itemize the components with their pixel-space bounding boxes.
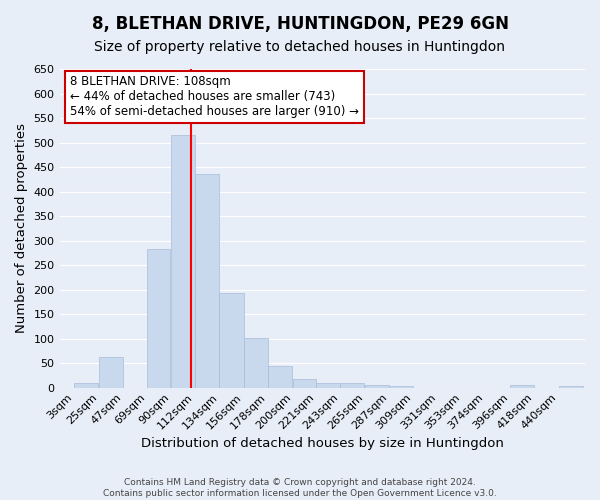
Bar <box>293 379 316 388</box>
Bar <box>195 174 219 388</box>
X-axis label: Distribution of detached houses by size in Huntingdon: Distribution of detached houses by size … <box>141 437 504 450</box>
Bar <box>99 356 123 388</box>
Bar <box>244 338 268 388</box>
Bar <box>316 382 340 388</box>
Bar <box>268 366 292 388</box>
Bar <box>74 382 98 388</box>
Bar <box>559 386 583 388</box>
Text: Contains HM Land Registry data © Crown copyright and database right 2024.
Contai: Contains HM Land Registry data © Crown c… <box>103 478 497 498</box>
Bar <box>220 293 244 388</box>
Bar <box>510 385 534 388</box>
Text: 8, BLETHAN DRIVE, HUNTINGDON, PE29 6GN: 8, BLETHAN DRIVE, HUNTINGDON, PE29 6GN <box>91 15 509 33</box>
Y-axis label: Number of detached properties: Number of detached properties <box>15 124 28 334</box>
Bar <box>340 382 364 388</box>
Bar <box>171 135 195 388</box>
Bar <box>365 385 389 388</box>
Bar <box>389 386 413 388</box>
Text: Size of property relative to detached houses in Huntingdon: Size of property relative to detached ho… <box>95 40 505 54</box>
Text: 8 BLETHAN DRIVE: 108sqm
← 44% of detached houses are smaller (743)
54% of semi-d: 8 BLETHAN DRIVE: 108sqm ← 44% of detache… <box>70 76 359 118</box>
Bar <box>148 250 170 388</box>
